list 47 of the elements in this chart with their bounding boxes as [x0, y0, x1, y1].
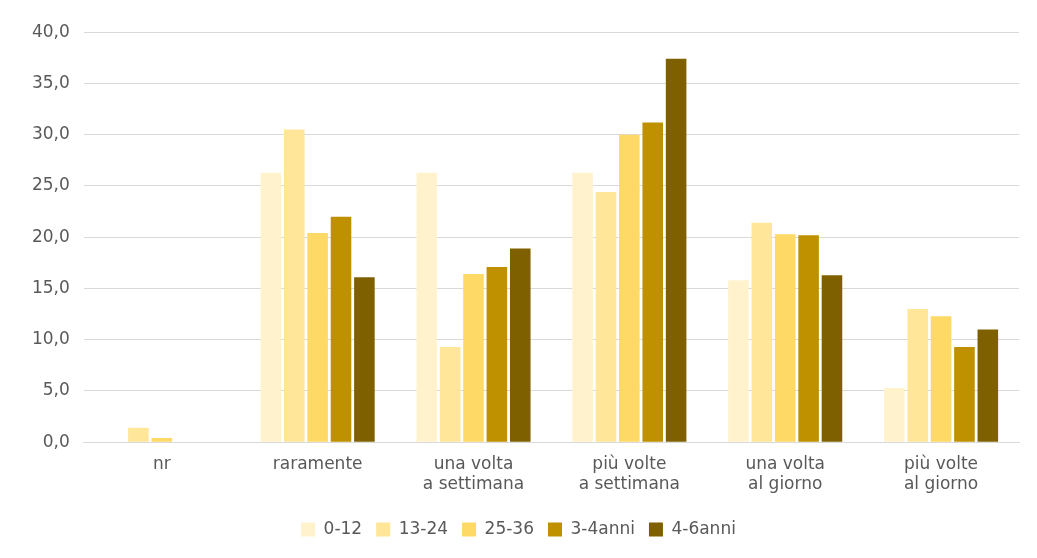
y-tick-label: 25,0	[31, 174, 70, 195]
y-tick-label: 5,0	[42, 379, 70, 400]
y-tick-label: 20,0	[31, 225, 70, 246]
y-tick-label: 30,0	[31, 123, 70, 144]
y-tick-label: 10,0	[31, 328, 70, 349]
bar	[977, 329, 999, 442]
bar	[930, 316, 952, 442]
bar	[774, 234, 796, 442]
x-tick-label: una volta a settimana	[422, 452, 525, 494]
y-tick-label: 15,0	[31, 276, 70, 297]
legend-label: 25-36	[484, 517, 534, 538]
y-tick-label: 0,0	[42, 430, 70, 451]
bar	[954, 346, 975, 442]
bar	[439, 346, 461, 442]
x-tick-label: una volta al giorno	[745, 452, 826, 494]
bar	[665, 58, 687, 442]
x-tick-label: più volte al giorno	[903, 452, 979, 494]
bar	[751, 222, 773, 442]
bar	[354, 277, 375, 442]
x-tick-label: nr	[152, 452, 171, 473]
bar	[595, 192, 617, 442]
bar	[572, 172, 593, 442]
bar	[463, 274, 484, 442]
legend-label: 4-6anni	[671, 517, 736, 538]
bar	[128, 427, 149, 442]
bar	[283, 129, 305, 442]
bar	[260, 172, 282, 442]
bar	[728, 280, 749, 442]
bar	[619, 134, 640, 442]
bar	[151, 438, 173, 442]
bar	[884, 387, 905, 442]
bar	[907, 308, 928, 442]
x-tick-label: più volte a settimana	[578, 452, 681, 494]
legend-label: 13-24	[398, 517, 449, 538]
bar	[821, 275, 843, 442]
bar	[798, 235, 819, 442]
bar	[330, 216, 352, 442]
bar	[307, 233, 328, 442]
y-tick-label: 40,0	[31, 20, 70, 41]
bar	[416, 172, 438, 442]
legend-label: 0-12	[323, 517, 363, 538]
bar	[642, 122, 664, 442]
bar	[509, 248, 531, 442]
legend-label: 3-4anni	[570, 517, 635, 538]
y-tick-label: 35,0	[31, 71, 70, 92]
bar	[486, 266, 508, 442]
x-tick-label: raramente	[272, 452, 363, 473]
